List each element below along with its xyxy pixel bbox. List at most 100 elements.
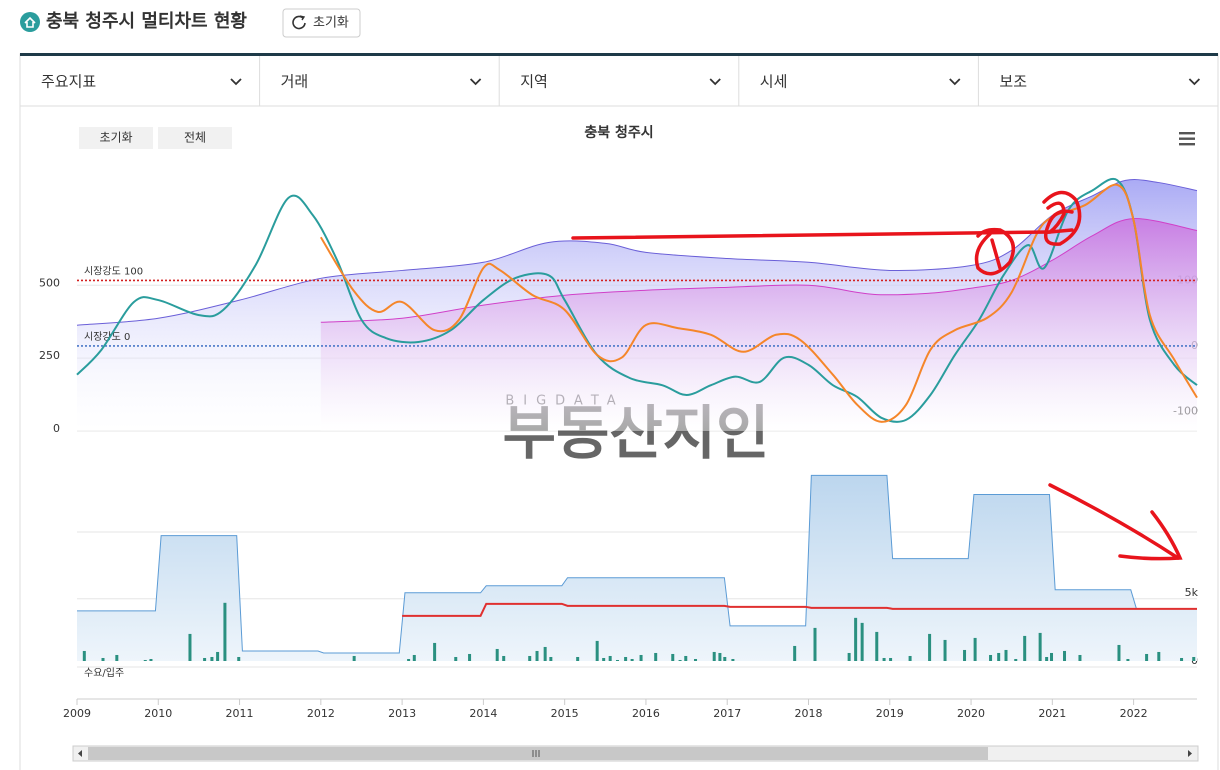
bar <box>543 646 547 661</box>
series-label: 수요/입주 <box>84 666 124 679</box>
hand-arrow-head <box>1118 510 1183 561</box>
bar <box>793 645 797 661</box>
tab-chevron <box>949 78 961 86</box>
reset-button-label: 초기화 <box>313 16 349 31</box>
tab-dropdown[interactable]: 지역 <box>498 56 721 106</box>
hand-circle-1 <box>974 227 1016 276</box>
bar <box>1063 650 1067 661</box>
tab-dropdown[interactable]: 주요지표 <box>41 73 242 91</box>
bar <box>1045 656 1049 661</box>
tab-label: 지역 <box>520 73 548 91</box>
chart-reset-button[interactable] <box>79 127 153 149</box>
bar <box>143 659 147 661</box>
bar <box>1117 644 1121 661</box>
hand-circle-2 <box>1042 190 1082 246</box>
chart-reset-label: 초기화 <box>99 131 132 145</box>
tab-label: 거래 <box>281 73 309 91</box>
scrollbar-grip <box>532 750 540 757</box>
hand-arrow <box>1048 483 1180 560</box>
x-tick-label: 2011 <box>226 707 254 720</box>
area-line <box>76 179 1198 326</box>
bar <box>671 653 675 661</box>
bar <box>712 651 716 661</box>
bar <box>678 659 682 661</box>
bar <box>412 654 416 661</box>
bar <box>731 658 735 661</box>
menu-bar <box>1179 143 1195 146</box>
bar <box>149 658 153 661</box>
bar <box>997 652 1001 661</box>
bar <box>101 657 105 661</box>
refresh-arrow <box>299 15 306 21</box>
bar <box>82 650 86 661</box>
tab-chevron <box>1188 78 1201 86</box>
bar <box>595 640 599 661</box>
bar <box>352 655 356 661</box>
bar <box>694 658 698 661</box>
tab-label: 시세 <box>760 73 788 91</box>
menu-icon[interactable] <box>1179 132 1195 146</box>
x-tick-label: 2012 <box>307 707 335 720</box>
bar <box>684 655 688 661</box>
bar <box>433 642 437 661</box>
bar <box>723 656 727 661</box>
bar <box>1004 649 1008 661</box>
bar <box>223 602 227 661</box>
hand-annotations <box>571 190 1183 561</box>
x-tick-label: 2016 <box>632 707 660 720</box>
x-tick-label: 2021 <box>1038 707 1066 720</box>
step-line <box>402 602 1197 617</box>
y-tick-label: 250 <box>39 349 60 362</box>
x-tick-label: 2017 <box>713 707 741 720</box>
line <box>76 178 1198 423</box>
bar <box>1126 658 1130 661</box>
tab-dropdown[interactable]: 보조 <box>977 56 1201 106</box>
bar <box>1038 632 1042 661</box>
home-icon <box>20 12 40 32</box>
tab-dropdown[interactable]: 시세 <box>738 56 961 106</box>
bar <box>535 650 539 661</box>
x-tick-label: 2019 <box>876 707 904 720</box>
bar <box>973 637 977 661</box>
bar <box>889 657 893 661</box>
bar <box>1050 652 1054 661</box>
x-tick-label: 2013 <box>388 707 416 720</box>
page-title: 충북 청주시 멀티차트 현황 <box>46 11 247 32</box>
chart-all-button[interactable] <box>158 127 232 149</box>
scroll-right[interactable] <box>1188 750 1192 757</box>
home-glyph <box>24 16 36 28</box>
bar <box>407 658 411 661</box>
x-tick-label: 2022 <box>1120 707 1148 720</box>
bar <box>989 654 993 661</box>
hand-digit-1 <box>990 238 1002 270</box>
bar <box>1078 654 1082 661</box>
y-tick-label: 500 <box>39 276 60 289</box>
scrollbar-thumb[interactable] <box>88 747 988 760</box>
y-tick-label: 5k <box>1185 586 1199 599</box>
bar <box>237 656 241 661</box>
tab-chevron <box>230 78 242 86</box>
bar <box>908 655 912 661</box>
x-tick-label: 2010 <box>144 707 172 720</box>
bar <box>528 655 532 661</box>
tab-label: 보조 <box>999 73 1027 91</box>
bar <box>549 656 553 661</box>
menu-bar <box>1179 132 1195 135</box>
bar <box>454 656 458 661</box>
bar <box>615 659 619 661</box>
chart-all-label: 전체 <box>184 131 206 145</box>
panel-top-border <box>20 53 1218 56</box>
bar <box>502 655 506 661</box>
tab-chevron <box>709 78 721 86</box>
bar <box>1157 651 1161 661</box>
x-tick-label: 2009 <box>63 707 91 720</box>
scroll-left[interactable] <box>78 750 82 757</box>
bar <box>813 627 817 661</box>
bar <box>624 656 628 661</box>
bar <box>630 658 634 661</box>
chart-title: 충북 청주시 <box>584 125 653 141</box>
tab-dropdown[interactable]: 거래 <box>259 56 482 106</box>
bar <box>1014 658 1018 661</box>
bar <box>188 633 192 661</box>
bar <box>854 617 858 661</box>
